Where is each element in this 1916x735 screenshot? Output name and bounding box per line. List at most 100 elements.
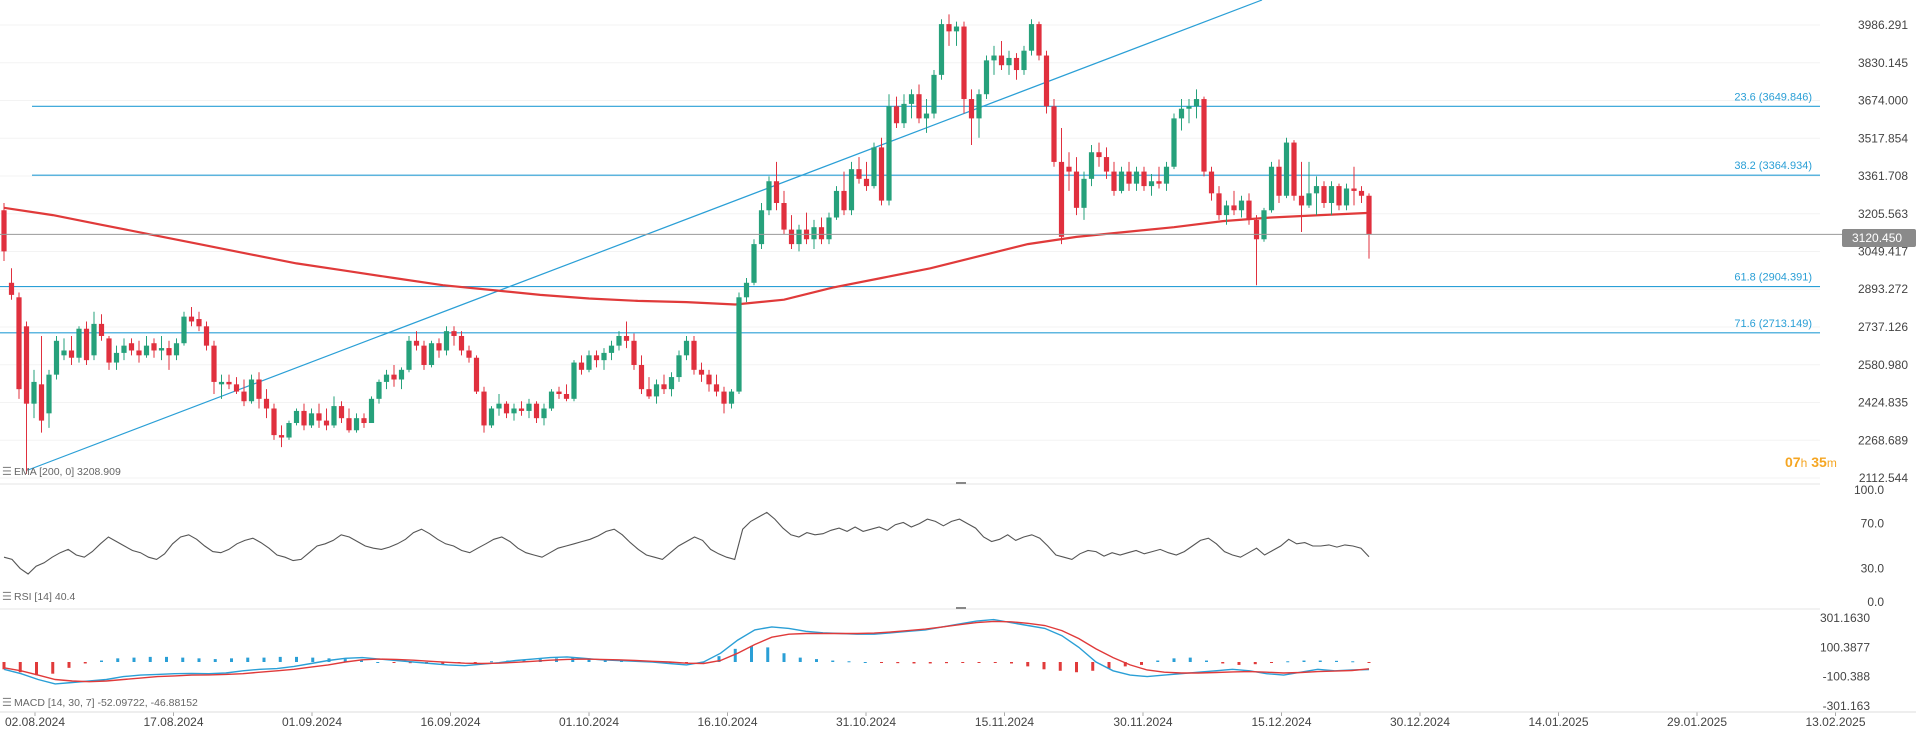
candle-body: [466, 350, 472, 358]
candle-body: [1118, 171, 1125, 191]
trend-line-main[interactable]: [27, 0, 1263, 471]
price-tick-label: 2424.835: [1858, 396, 1908, 410]
date-tick-label: 02.08.2024: [5, 715, 65, 729]
candle-body: [316, 413, 322, 421]
candle-body: [76, 328, 82, 358]
trend-lines[interactable]: [27, 0, 1263, 471]
candle-body: [1291, 142, 1297, 196]
price-tick-label: 3986.291: [1858, 18, 1908, 32]
macd-histogram-bar: [1188, 657, 1192, 662]
price-tick-label: 3205.563: [1858, 207, 1908, 221]
candle-body: [526, 403, 532, 411]
candle-body: [556, 391, 562, 394]
candle-body: [736, 297, 742, 392]
candle-body: [413, 340, 420, 346]
rsi-tick-label: 30.0: [1861, 561, 1885, 575]
candle-body: [211, 345, 217, 382]
macd-histogram-bar: [1140, 662, 1143, 665]
candle-body: [893, 106, 900, 124]
candle-body: [113, 352, 120, 363]
price-tick-label: 2737.126: [1858, 320, 1908, 334]
candle-body: [1111, 171, 1117, 191]
price-tick-label: 2580.980: [1858, 358, 1908, 372]
candle-body: [1163, 166, 1170, 184]
candle-body: [31, 381, 37, 404]
candle-body: [323, 420, 330, 426]
candle-body: [796, 229, 802, 245]
ema-settings-icon[interactable]: ☰: [2, 466, 12, 478]
date-tick-label: 31.10.2024: [836, 715, 896, 729]
candle-body: [173, 343, 180, 356]
macd-histogram-bar: [295, 656, 298, 662]
macd-histogram-bar: [148, 656, 152, 662]
price-tick-label: 2268.689: [1858, 433, 1908, 447]
candle-body: [218, 381, 225, 385]
candle-body: [968, 99, 975, 119]
candle-body: [1343, 188, 1350, 206]
candle-body: [773, 181, 780, 204]
price-tick-label: 3049.417: [1858, 245, 1908, 259]
candle-body: [713, 384, 720, 392]
rsi-settings-icon[interactable]: ☰: [2, 591, 12, 603]
candle-body: [1276, 166, 1282, 196]
candle-body: [286, 423, 292, 438]
macd-histogram-bar: [132, 657, 136, 662]
macd-resize-handle[interactable]: [956, 607, 966, 609]
candle-body: [758, 210, 765, 245]
candle-body: [196, 319, 202, 327]
macd-histogram-bar: [246, 657, 250, 662]
ema-line: [3, 206, 1370, 306]
candle-body: [278, 435, 285, 438]
rsi-resize-handle[interactable]: [956, 482, 966, 484]
candle-body: [338, 406, 345, 419]
price-tick-label: 3830.145: [1858, 56, 1908, 70]
candle-body: [661, 384, 667, 390]
candle-body: [946, 24, 952, 32]
candle-body: [428, 343, 435, 365]
candle-body: [1006, 57, 1012, 66]
macd-histogram-bar: [1253, 662, 1257, 665]
candles: [1, 14, 1372, 474]
candle-body: [511, 408, 517, 414]
macd-tick-label: -301.163: [1823, 699, 1871, 713]
candle-body: [1336, 186, 1342, 206]
candle-body: [481, 391, 487, 426]
macd-settings-icon[interactable]: ☰: [2, 697, 12, 709]
macd-histogram-bar: [262, 657, 266, 662]
macd-histogram-bar: [1107, 662, 1111, 669]
candle-body: [23, 326, 30, 404]
date-tick-label: 30.11.2024: [1113, 715, 1172, 729]
candle-body: [1306, 193, 1312, 206]
fib-level-label: 61.8 (2904.391): [1734, 272, 1812, 284]
macd-histogram-bar: [1318, 660, 1322, 662]
candle-body: [263, 398, 270, 409]
macd-histogram-bar: [1205, 660, 1208, 662]
candle-body: [158, 348, 165, 351]
macd-histogram-bar: [1156, 660, 1160, 662]
rsi-tick-label: 100.0: [1854, 483, 1884, 497]
candle-body: [1216, 193, 1222, 216]
candle-body: [368, 398, 375, 424]
ema-path: [3, 206, 1370, 306]
date-tick-label: 30.12.2024: [1390, 715, 1450, 729]
candle-body: [1073, 171, 1080, 208]
date-tick-label: 29.01.2025: [1667, 715, 1727, 729]
macd-histogram-bar: [1042, 662, 1046, 670]
candle-body: [1298, 195, 1305, 206]
candle-body: [1066, 166, 1072, 172]
candle-body: [706, 374, 712, 385]
price-tick-label: 3674.000: [1858, 93, 1908, 107]
fibonacci-levels[interactable]: 23.6 (3649.846) 38.2 (3364.934) 61.8 (2904…: [0, 91, 1820, 334]
candle-body: [383, 374, 390, 382]
macd-histogram-bar: [83, 662, 87, 664]
candle-body: [638, 364, 645, 390]
candle-body: [166, 348, 172, 356]
rsi-line: [3, 511, 1370, 575]
rsi-label: RSI [14] 40.4: [14, 591, 75, 603]
macd-histogram-bar: [490, 661, 493, 663]
candle-body: [376, 381, 382, 399]
rsi-tick-label: 70.0: [1861, 517, 1885, 531]
macd-histogram-bar: [1091, 662, 1095, 671]
